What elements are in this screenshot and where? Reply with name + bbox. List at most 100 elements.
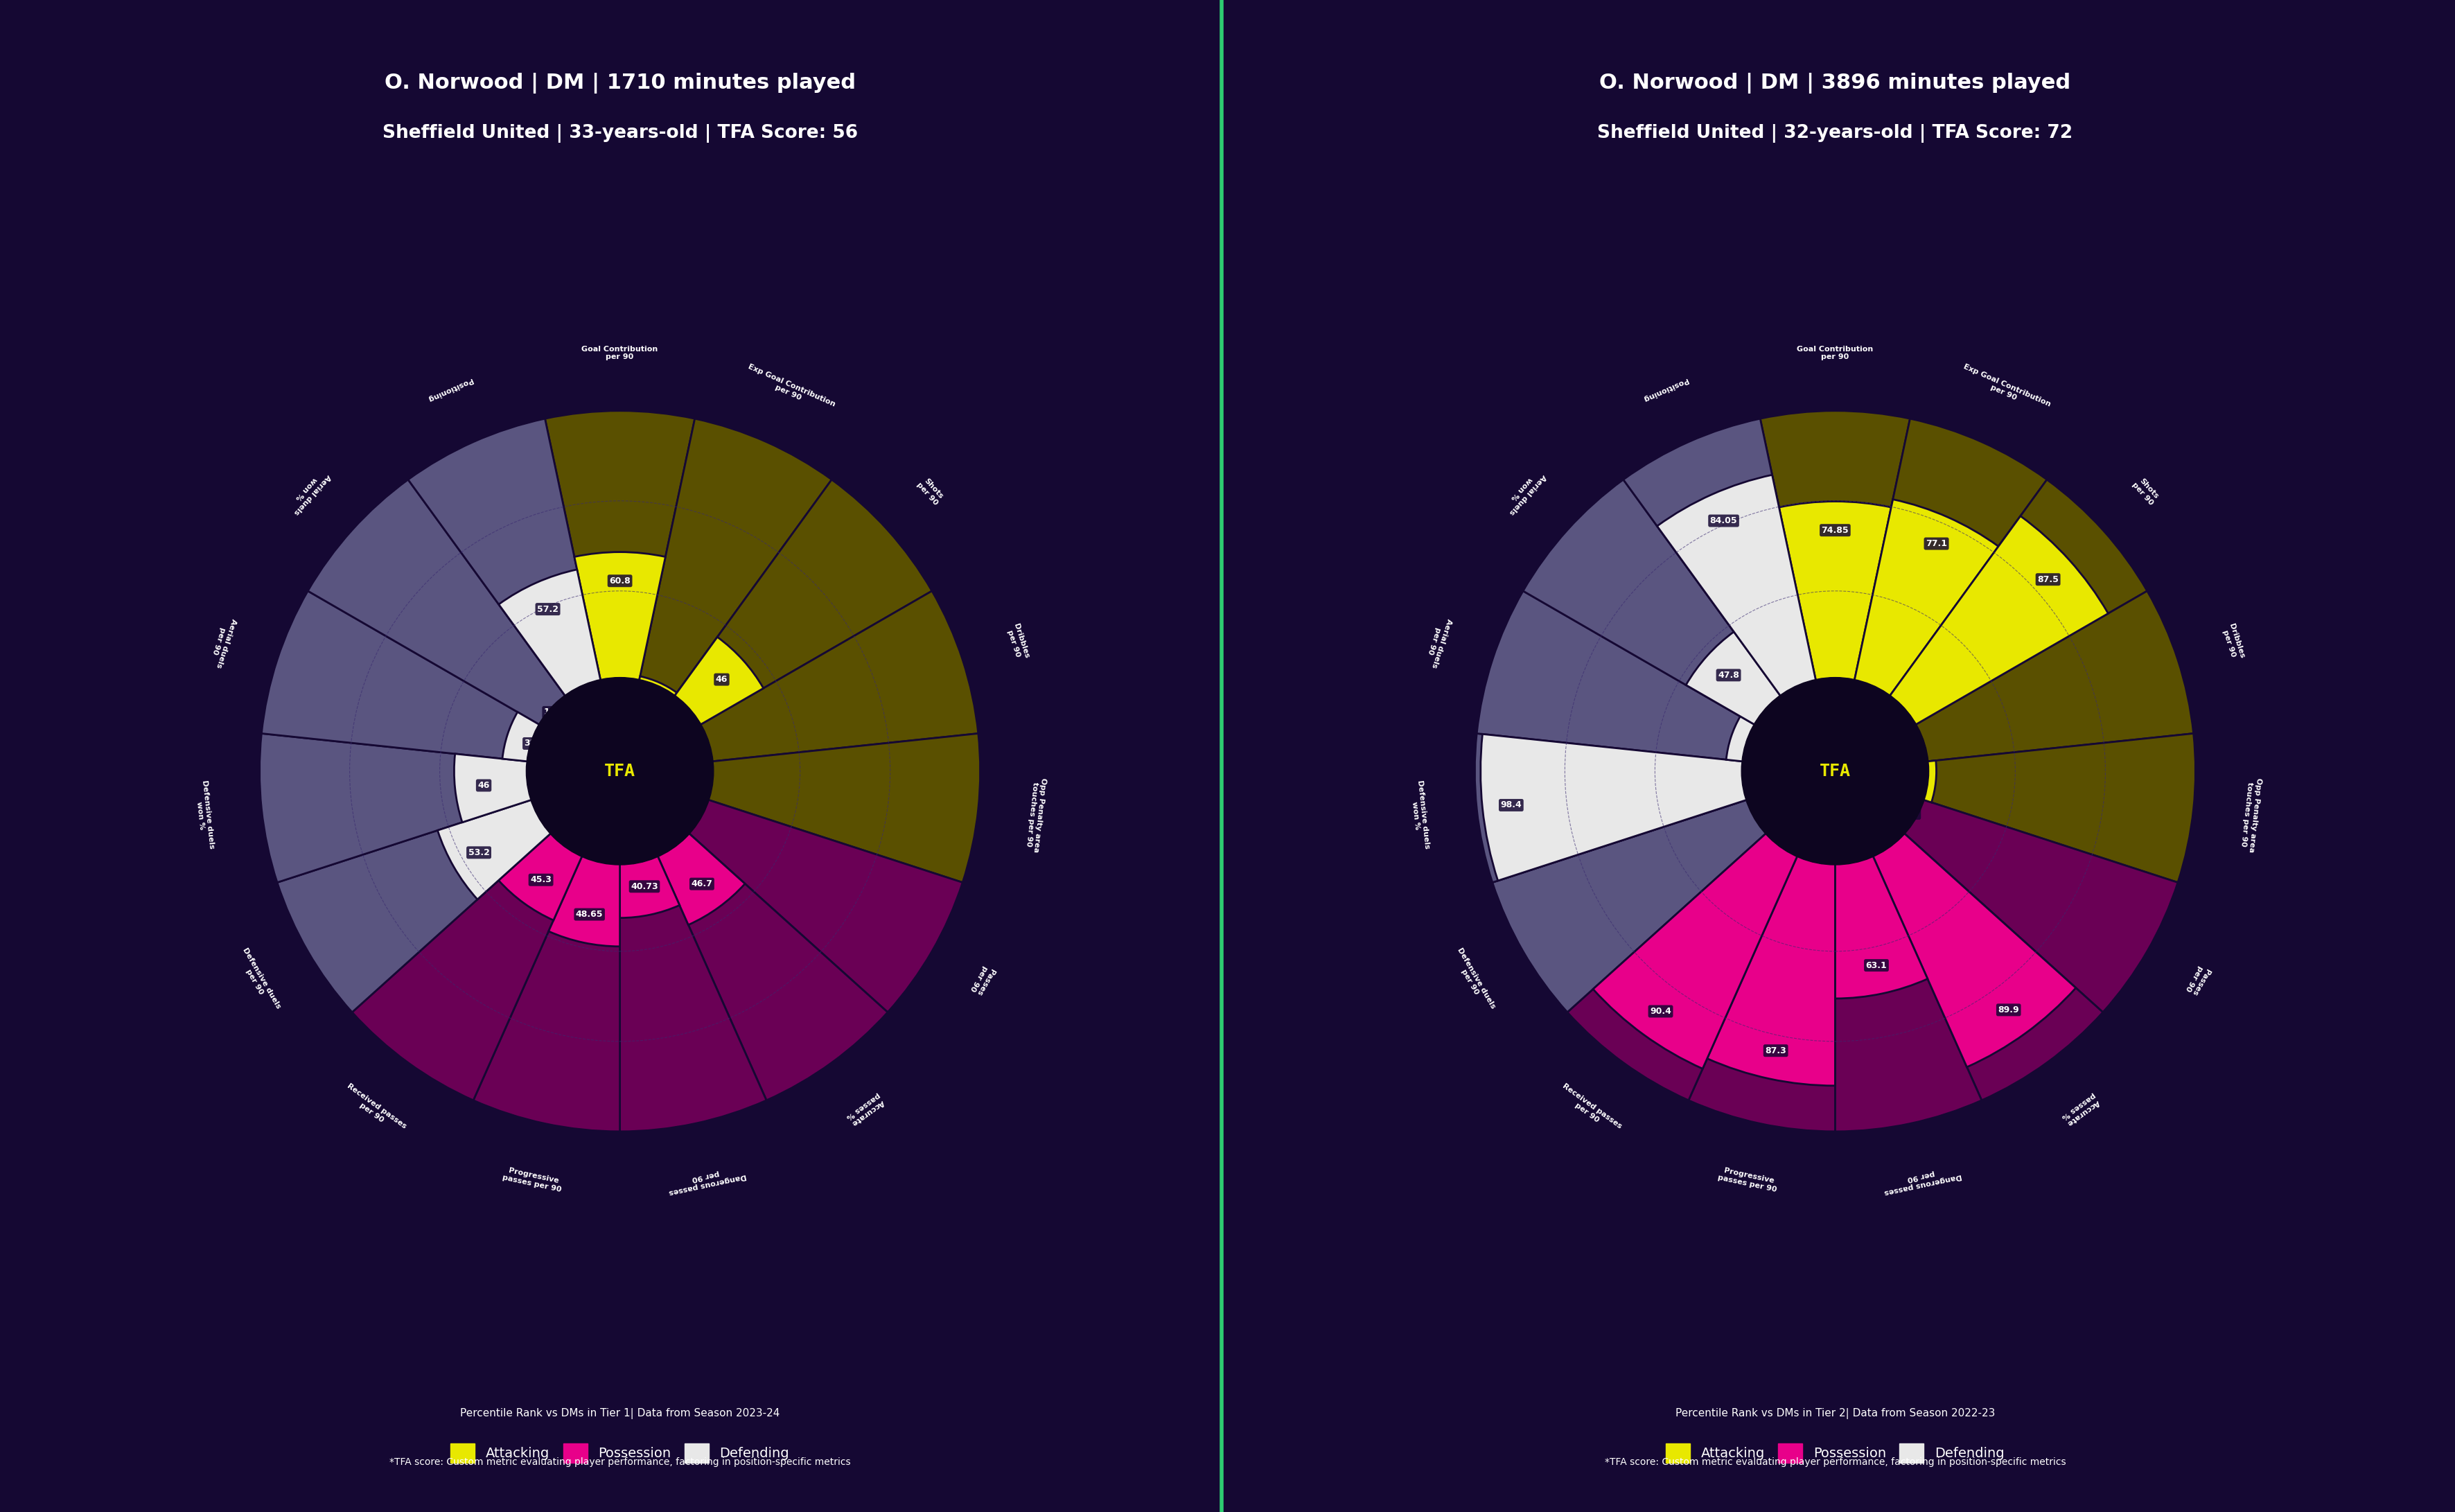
Text: Defensive duels
won %: Defensive duels won % xyxy=(194,780,216,850)
Wedge shape xyxy=(570,723,619,771)
Wedge shape xyxy=(619,771,766,1131)
Text: Dangerous passes
per 90: Dangerous passes per 90 xyxy=(1881,1164,1962,1196)
Text: Exp Goal Contribution
per 90: Exp Goal Contribution per 90 xyxy=(744,363,837,416)
Text: Exp Goal Contribution
per 90: Exp Goal Contribution per 90 xyxy=(1959,363,2052,416)
Text: 16.4: 16.4 xyxy=(545,708,565,717)
Wedge shape xyxy=(1593,771,1836,1069)
Wedge shape xyxy=(1836,419,2047,771)
Wedge shape xyxy=(263,591,619,771)
Wedge shape xyxy=(1623,419,1836,771)
Wedge shape xyxy=(1836,516,2109,771)
Wedge shape xyxy=(437,771,619,900)
Wedge shape xyxy=(1706,771,1836,1086)
Wedge shape xyxy=(1760,411,1910,771)
Text: Shots
per 90: Shots per 90 xyxy=(2131,476,2160,507)
Wedge shape xyxy=(1836,762,1854,771)
Text: Aerial duels
per 90: Aerial duels per 90 xyxy=(1421,615,1453,668)
Wedge shape xyxy=(1836,771,2178,1012)
Wedge shape xyxy=(574,552,665,771)
Text: Accurate
passes %: Accurate passes % xyxy=(2060,1092,2101,1126)
Wedge shape xyxy=(619,637,764,771)
Circle shape xyxy=(525,677,714,865)
Text: 26.9: 26.9 xyxy=(636,705,658,714)
Text: 47.8: 47.8 xyxy=(1718,671,1738,680)
Text: 89.9: 89.9 xyxy=(1998,1005,2018,1015)
Text: Dangerous passes
per 90: Dangerous passes per 90 xyxy=(665,1164,746,1196)
Wedge shape xyxy=(1748,771,1836,833)
Wedge shape xyxy=(1478,591,1836,771)
Text: Sheffield United | 33-years-old | TFA Score: 56: Sheffield United | 33-years-old | TFA Sc… xyxy=(383,124,857,142)
Text: 98.4: 98.4 xyxy=(1500,801,1522,809)
Circle shape xyxy=(1741,677,1930,865)
Text: Aerial duels
per 90: Aerial duels per 90 xyxy=(206,615,238,668)
Wedge shape xyxy=(1836,771,2077,1067)
Text: 87.5: 87.5 xyxy=(2038,575,2060,584)
Wedge shape xyxy=(351,771,619,1101)
Text: 60.8: 60.8 xyxy=(609,576,631,585)
Text: *TFA score: Custom metric evaluating player performance, factoring in position-s: *TFA score: Custom metric evaluating pla… xyxy=(390,1458,849,1467)
Wedge shape xyxy=(1475,733,1836,883)
Text: Positioning: Positioning xyxy=(427,376,474,402)
Text: Percentile Rank vs DMs in Tier 2| Data from Season 2022-23: Percentile Rank vs DMs in Tier 2| Data f… xyxy=(1674,1408,1996,1420)
Text: Percentile Rank vs DMs in Tier 1| Data from Season 2023-24: Percentile Rank vs DMs in Tier 1| Data f… xyxy=(459,1408,781,1420)
Wedge shape xyxy=(1689,771,1836,1131)
Wedge shape xyxy=(619,771,680,918)
Wedge shape xyxy=(1836,771,2104,1101)
Text: Defensive duels
per 90: Defensive duels per 90 xyxy=(1448,947,1498,1013)
Wedge shape xyxy=(547,771,619,947)
Text: Progressive
passes per 90: Progressive passes per 90 xyxy=(501,1166,565,1193)
Wedge shape xyxy=(474,771,619,1131)
Legend: Attacking, Possession, Defending: Attacking, Possession, Defending xyxy=(1660,1438,2011,1468)
Text: Passes
per 90: Passes per 90 xyxy=(2182,963,2212,996)
Text: Dribbles
per 90: Dribbles per 90 xyxy=(2219,623,2246,661)
Text: Passes
per 90: Passes per 90 xyxy=(967,963,997,996)
Text: 57.2: 57.2 xyxy=(538,605,560,614)
Text: Received passes
per 90: Received passes per 90 xyxy=(341,1083,408,1137)
Text: 46: 46 xyxy=(479,780,489,789)
Wedge shape xyxy=(619,419,832,771)
Wedge shape xyxy=(619,771,631,779)
Text: 3.2: 3.2 xyxy=(660,794,675,803)
Text: 28.1: 28.1 xyxy=(1895,774,1917,783)
Text: 90.4: 90.4 xyxy=(1650,1007,1672,1016)
Wedge shape xyxy=(1836,771,1888,809)
Text: 46.7: 46.7 xyxy=(692,880,712,889)
Wedge shape xyxy=(619,591,977,771)
Text: 63.1: 63.1 xyxy=(1866,960,1888,969)
Text: 40.73: 40.73 xyxy=(631,881,658,891)
Text: Aerial duels
won %: Aerial duels won % xyxy=(287,467,331,516)
Text: Goal Contribution
per 90: Goal Contribution per 90 xyxy=(582,346,658,360)
Text: Goal Contribution
per 90: Goal Contribution per 90 xyxy=(1797,346,1873,360)
Wedge shape xyxy=(619,771,744,925)
Wedge shape xyxy=(1836,591,2192,771)
Text: Aerial duels
won %: Aerial duels won % xyxy=(1502,467,1547,516)
Text: O. Norwood | DM | 3896 minutes played: O. Norwood | DM | 3896 minutes played xyxy=(1601,73,2070,94)
Wedge shape xyxy=(1480,733,1836,880)
Text: Defensive duels
per 90: Defensive duels per 90 xyxy=(233,947,282,1013)
Text: 74.85: 74.85 xyxy=(1822,526,1849,535)
Text: 13.1: 13.1 xyxy=(685,774,707,783)
Wedge shape xyxy=(1836,771,1981,1131)
Wedge shape xyxy=(1726,717,1836,771)
Wedge shape xyxy=(1687,632,1836,771)
Text: Dribbles
per 90: Dribbles per 90 xyxy=(1004,623,1031,661)
Wedge shape xyxy=(503,712,619,771)
Text: 53.2: 53.2 xyxy=(469,848,489,857)
Text: Opp Penalty area
touches per 90: Opp Penalty area touches per 90 xyxy=(2239,777,2261,853)
Wedge shape xyxy=(1566,771,1836,1101)
Text: 48.65: 48.65 xyxy=(577,910,604,919)
Text: 46: 46 xyxy=(714,674,727,683)
Wedge shape xyxy=(1836,499,1998,771)
Wedge shape xyxy=(619,479,933,771)
Wedge shape xyxy=(1657,475,1836,771)
Wedge shape xyxy=(1522,479,1836,771)
Wedge shape xyxy=(619,733,980,883)
Wedge shape xyxy=(1836,771,1927,998)
Wedge shape xyxy=(619,767,668,786)
Wedge shape xyxy=(1780,502,1890,771)
Text: Accurate
passes %: Accurate passes % xyxy=(845,1092,886,1126)
Text: 30.4: 30.4 xyxy=(1748,742,1770,750)
Wedge shape xyxy=(1836,733,2195,883)
Legend: Attacking, Possession, Defending: Attacking, Possession, Defending xyxy=(444,1438,795,1468)
Text: Received passes
per 90: Received passes per 90 xyxy=(1556,1083,1623,1137)
